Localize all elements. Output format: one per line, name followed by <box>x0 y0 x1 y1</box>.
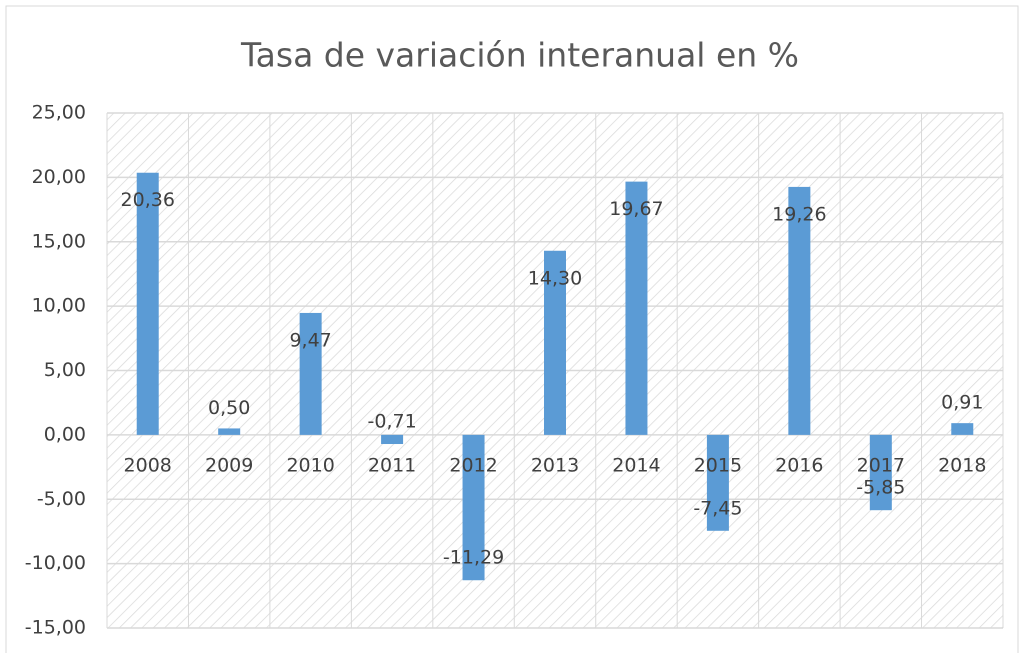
x-tick-label: 2011 <box>368 454 416 476</box>
value-label: 19,26 <box>772 203 826 225</box>
chart-title: Tasa de variación interanual en % <box>240 36 799 75</box>
value-label: -0,71 <box>368 411 417 433</box>
x-tick-label: 2012 <box>449 454 497 476</box>
y-tick-label: -15,00 <box>25 617 86 639</box>
y-tick-label: 25,00 <box>32 102 86 124</box>
bar <box>625 181 648 435</box>
value-label: 9,47 <box>289 329 331 351</box>
value-label: -5,85 <box>856 477 905 499</box>
y-tick-label: -5,00 <box>37 488 86 510</box>
bar <box>381 434 404 445</box>
x-tick-label: 2008 <box>124 454 172 476</box>
x-tick-label: 2017 <box>857 454 905 476</box>
y-tick-label: 15,00 <box>32 230 86 252</box>
y-tick-label: 0,00 <box>44 423 86 445</box>
x-tick-label: 2018 <box>938 454 986 476</box>
y-tick-label: 5,00 <box>44 359 86 381</box>
bar <box>788 186 811 435</box>
value-label: 20,36 <box>121 189 175 211</box>
x-tick-label: 2010 <box>286 454 334 476</box>
value-label: 0,91 <box>941 392 983 414</box>
y-tick-label: -10,00 <box>25 552 86 574</box>
bar <box>706 434 729 531</box>
y-tick-label: 10,00 <box>32 295 86 317</box>
bar <box>136 172 159 435</box>
bar <box>218 428 241 435</box>
y-tick-label: 20,00 <box>32 166 86 188</box>
value-label: 14,30 <box>528 267 582 289</box>
bar <box>951 423 974 435</box>
x-tick-label: 2009 <box>205 454 253 476</box>
value-label: -11,29 <box>443 547 504 569</box>
x-tick-label: 2014 <box>612 454 660 476</box>
bar <box>299 312 322 435</box>
x-tick-label: 2013 <box>531 454 579 476</box>
x-tick-label: 2015 <box>694 454 742 476</box>
value-label: -7,45 <box>693 497 742 519</box>
x-tick-label: 2016 <box>775 454 823 476</box>
value-label: 0,50 <box>208 397 250 419</box>
value-label: 19,67 <box>609 198 663 220</box>
bar <box>869 434 892 511</box>
bar <box>462 434 485 581</box>
bar <box>544 250 566 435</box>
